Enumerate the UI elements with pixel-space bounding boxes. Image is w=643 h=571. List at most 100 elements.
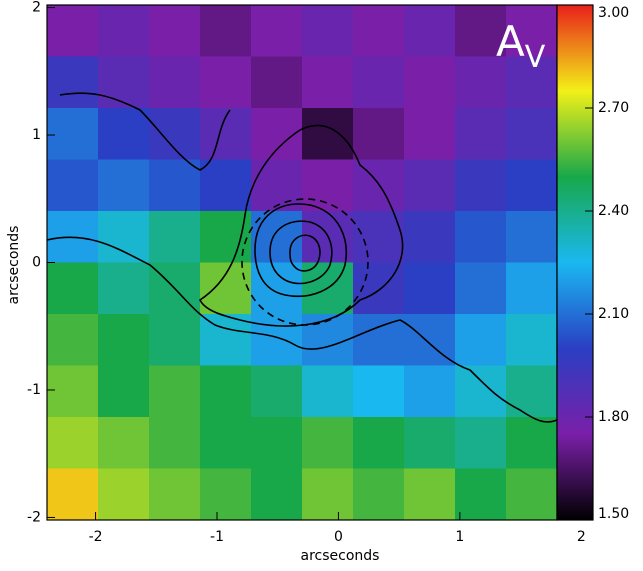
heatmap-cell xyxy=(455,108,507,160)
colorbar-tick-label: 2.70 xyxy=(598,100,629,116)
heatmap-cell xyxy=(149,5,201,57)
heatmap-cell xyxy=(251,468,303,521)
heatmap-cell xyxy=(200,5,252,57)
heatmap-cell xyxy=(404,262,456,315)
heatmap-cell xyxy=(200,56,252,109)
heatmap-cell xyxy=(98,417,150,469)
heatmap-cell xyxy=(302,108,354,160)
x-tick-label: 0 xyxy=(334,529,343,545)
heatmap-cell xyxy=(149,56,201,109)
heatmap-cell xyxy=(98,211,150,263)
heatmap-cell xyxy=(302,365,354,418)
heatmap-cell xyxy=(455,417,507,469)
heatmap-cell xyxy=(149,211,201,263)
heatmap-cell xyxy=(98,365,150,418)
heatmap-cell xyxy=(455,211,507,263)
contour xyxy=(289,234,321,272)
heatmap-cell xyxy=(302,417,354,469)
heatmap-cell xyxy=(47,262,99,315)
heatmap-cell xyxy=(404,365,456,418)
x-tick-label: -2 xyxy=(89,529,103,545)
heatmap-cell xyxy=(302,468,354,521)
contour xyxy=(46,236,558,423)
heatmap-cell xyxy=(98,159,150,212)
heatmap-cell xyxy=(47,468,99,521)
heatmap-cell xyxy=(455,314,507,366)
heatmap-cell xyxy=(506,56,558,109)
heatmap-cell xyxy=(200,468,252,521)
heatmap-cell xyxy=(353,314,405,366)
heatmap-cell xyxy=(506,314,558,366)
colorbar-tick-label: 3.00 xyxy=(598,5,629,21)
colorbar-tick-label: 1.50 xyxy=(598,506,629,522)
heatmap-cell xyxy=(404,417,456,469)
heatmap-cell xyxy=(47,108,99,160)
heatmap-cell xyxy=(506,159,558,212)
heatmap-cell xyxy=(455,5,507,57)
heatmap-cell xyxy=(506,262,558,315)
colorbar-tick-label: 2.40 xyxy=(598,203,629,219)
heatmap-cell xyxy=(506,5,558,57)
x-tick-label: 2 xyxy=(577,529,586,545)
contours xyxy=(46,92,558,423)
y-tick-label: -2 xyxy=(27,509,41,525)
y-tick-label: 1 xyxy=(32,127,41,143)
heatmap-cell xyxy=(353,417,405,469)
heatmap-cell xyxy=(404,56,456,109)
annotation: AV xyxy=(496,17,546,75)
contour xyxy=(59,92,231,171)
heatmap-cell xyxy=(455,262,507,315)
heatmap-cell xyxy=(404,468,456,521)
heatmap-cell xyxy=(200,314,252,366)
heatmap-cell xyxy=(404,211,456,263)
contour xyxy=(254,203,347,297)
annotation-sub: V xyxy=(525,40,546,75)
colorbar xyxy=(556,4,594,521)
y-tick-label: 2 xyxy=(32,0,41,16)
colorbar-tick-label: 1.80 xyxy=(598,409,629,425)
heatmap-cell xyxy=(455,365,507,418)
heatmap-cell xyxy=(455,56,507,109)
heatmap-cell xyxy=(251,159,303,212)
heatmap-cell xyxy=(251,314,303,366)
y-tick-label: -1 xyxy=(27,382,41,398)
heatmap-cell xyxy=(98,468,150,521)
colorbar-tick-label: 2.10 xyxy=(598,306,629,322)
heatmap-cell xyxy=(149,108,201,160)
heatmap-cell xyxy=(302,5,354,57)
heatmap-cell xyxy=(353,468,405,521)
contour xyxy=(269,220,333,285)
heatmap-cell xyxy=(200,417,252,469)
heatmap-cell xyxy=(404,5,456,57)
heatmap-cell xyxy=(404,108,456,160)
heatmap-cell xyxy=(404,159,456,212)
heatmap-cell xyxy=(98,108,150,160)
heatmap-cell xyxy=(200,262,252,315)
heatmap-cell xyxy=(47,5,99,57)
annotation-main: A xyxy=(496,17,525,66)
heatmap-cell xyxy=(353,365,405,418)
x-tick-label: 1 xyxy=(455,529,464,545)
heatmap-cell xyxy=(98,314,150,366)
heatmap xyxy=(47,5,558,521)
y-tick-label: 0 xyxy=(32,255,41,271)
heatmap-cell xyxy=(302,56,354,109)
heatmap-cell xyxy=(251,417,303,469)
heatmap-cell xyxy=(506,417,558,469)
heatmap-cell xyxy=(149,417,201,469)
heatmap-cell xyxy=(251,56,303,109)
heatmap-cell xyxy=(353,108,405,160)
heatmap-cell xyxy=(200,159,252,212)
heatmap-cell xyxy=(251,365,303,418)
heatmap-cell xyxy=(506,365,558,418)
heatmap-cell xyxy=(455,159,507,212)
heatmap-cell xyxy=(200,365,252,418)
heatmap-cell xyxy=(506,108,558,160)
heatmap-cell xyxy=(455,468,507,521)
y-axis-label: arcseconds xyxy=(6,226,22,305)
heatmap-cell xyxy=(149,314,201,366)
heatmap-cell xyxy=(47,365,99,418)
heatmap-cell xyxy=(98,56,150,109)
